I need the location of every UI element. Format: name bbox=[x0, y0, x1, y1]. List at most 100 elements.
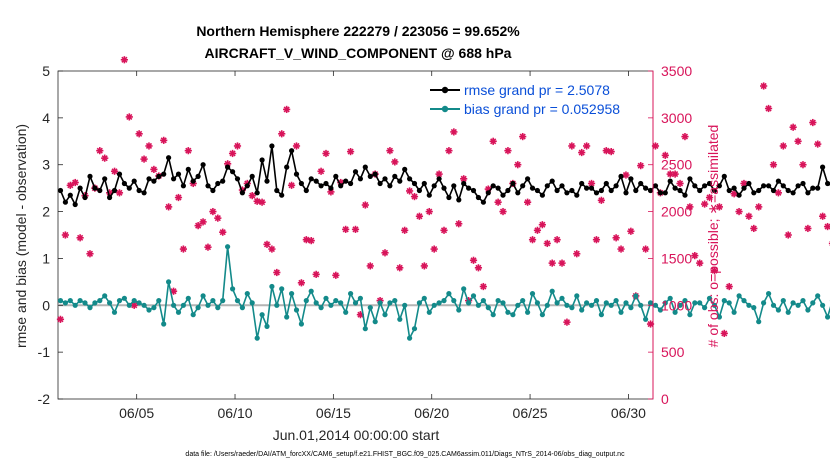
obs-assimilated-point bbox=[504, 147, 512, 155]
obs-assimilated-point bbox=[661, 151, 669, 159]
rmse-point bbox=[672, 185, 678, 191]
obs-assimilated-point bbox=[150, 165, 158, 173]
obs-assimilated-point bbox=[401, 226, 409, 234]
bias-point bbox=[416, 300, 422, 306]
rmse-point bbox=[490, 183, 496, 189]
obs-assimilated-point bbox=[268, 245, 276, 253]
obs-assimilated-point bbox=[194, 222, 202, 230]
obs-assimilated-point bbox=[292, 142, 301, 150]
rmse-point bbox=[180, 183, 186, 189]
rmse-point bbox=[588, 185, 595, 191]
rmse-point bbox=[677, 187, 683, 194]
bias-point bbox=[141, 302, 147, 308]
rmse-point bbox=[161, 171, 167, 177]
rmse-point bbox=[480, 199, 486, 205]
bias-point bbox=[313, 300, 319, 306]
rmse-point bbox=[97, 187, 103, 194]
obs-assimilated-point bbox=[214, 214, 222, 222]
obs-assimilated-point bbox=[730, 190, 738, 198]
rmse-point bbox=[657, 190, 664, 196]
y-left-tick-label: 1 bbox=[42, 250, 50, 266]
obs-assimilated-point bbox=[332, 271, 340, 279]
rmse-point bbox=[692, 183, 698, 189]
bias-point bbox=[87, 305, 93, 311]
obs-assimilated-point bbox=[720, 329, 728, 337]
bias-point bbox=[171, 302, 177, 308]
obs-assimilated-point bbox=[696, 259, 704, 267]
rmse-point bbox=[770, 187, 777, 194]
rmse-point bbox=[107, 194, 113, 201]
bias-point bbox=[298, 321, 304, 327]
obs-assimilated-point bbox=[204, 243, 212, 251]
rmse-point bbox=[166, 155, 172, 161]
obs-assimilated-point bbox=[799, 161, 807, 169]
bias-point bbox=[357, 295, 363, 301]
rmse-point bbox=[706, 180, 713, 187]
bias-point bbox=[672, 309, 678, 315]
obs-assimilated-point bbox=[322, 149, 330, 158]
bias-point bbox=[825, 314, 830, 320]
y-right-tick-label: 1000 bbox=[661, 297, 692, 313]
rmse-point bbox=[367, 173, 373, 179]
bias-point bbox=[662, 300, 668, 306]
obs-assimilated-point bbox=[430, 245, 438, 253]
rmse-point bbox=[554, 187, 560, 194]
obs-assimilated-point bbox=[499, 207, 507, 216]
obs-assimilated-point bbox=[160, 136, 168, 144]
obs-assimilated-point bbox=[755, 203, 763, 211]
bias-point bbox=[343, 309, 349, 315]
bias-point bbox=[156, 298, 162, 304]
bias-point bbox=[348, 291, 354, 297]
obs-assimilated-point bbox=[440, 226, 448, 234]
obs-assimilated-point bbox=[543, 239, 551, 248]
bias-point bbox=[180, 302, 186, 308]
rmse-point bbox=[377, 180, 383, 187]
x-tick-label: 06/10 bbox=[218, 405, 253, 421]
rmse-point bbox=[293, 171, 300, 177]
rmse-point bbox=[761, 183, 767, 189]
bias-point bbox=[97, 298, 103, 304]
obs-assimilated-point bbox=[474, 264, 483, 272]
rmse-point bbox=[584, 185, 590, 191]
rmse-point bbox=[618, 173, 624, 179]
rmse-point bbox=[603, 180, 609, 187]
bias-point bbox=[82, 300, 88, 306]
rmse-point bbox=[111, 187, 118, 194]
obs-assimilated-point bbox=[410, 192, 419, 201]
rmse-point bbox=[613, 183, 619, 189]
rmse-point bbox=[195, 173, 201, 179]
rmse-point bbox=[775, 178, 782, 184]
bias-point bbox=[436, 300, 442, 306]
rmse-point bbox=[431, 183, 437, 189]
rmse-point bbox=[766, 183, 772, 189]
rmse-point bbox=[574, 192, 580, 198]
rmse-point bbox=[623, 190, 629, 196]
obs-assimilated-point bbox=[538, 221, 546, 229]
obs-assimilated-point bbox=[278, 130, 286, 138]
rmse-point bbox=[372, 171, 378, 177]
bias-point bbox=[766, 291, 772, 297]
rmse-point bbox=[534, 187, 541, 194]
rmse-point bbox=[515, 190, 521, 196]
bias-point bbox=[77, 298, 83, 304]
bias-point bbox=[475, 302, 481, 308]
rmse-point bbox=[638, 180, 644, 187]
bias-point bbox=[588, 302, 595, 308]
rmse-point bbox=[215, 180, 221, 187]
rmse-line bbox=[59, 145, 830, 206]
rmse-point bbox=[716, 183, 723, 189]
bias-point bbox=[446, 291, 452, 297]
bias-point bbox=[820, 302, 826, 308]
rmse-point bbox=[593, 190, 600, 196]
bias-point bbox=[161, 321, 167, 327]
bias-point bbox=[815, 293, 821, 299]
y-left-tick-label: 2 bbox=[42, 204, 50, 220]
obs-assimilated-point bbox=[701, 200, 709, 208]
bias-point bbox=[461, 286, 467, 292]
rmse-point bbox=[411, 180, 418, 187]
rmse-point bbox=[87, 173, 93, 179]
rmse-point bbox=[82, 194, 88, 201]
obs-assimilated-point bbox=[548, 259, 556, 267]
rmse-point bbox=[805, 190, 811, 196]
bias-point bbox=[362, 326, 368, 332]
